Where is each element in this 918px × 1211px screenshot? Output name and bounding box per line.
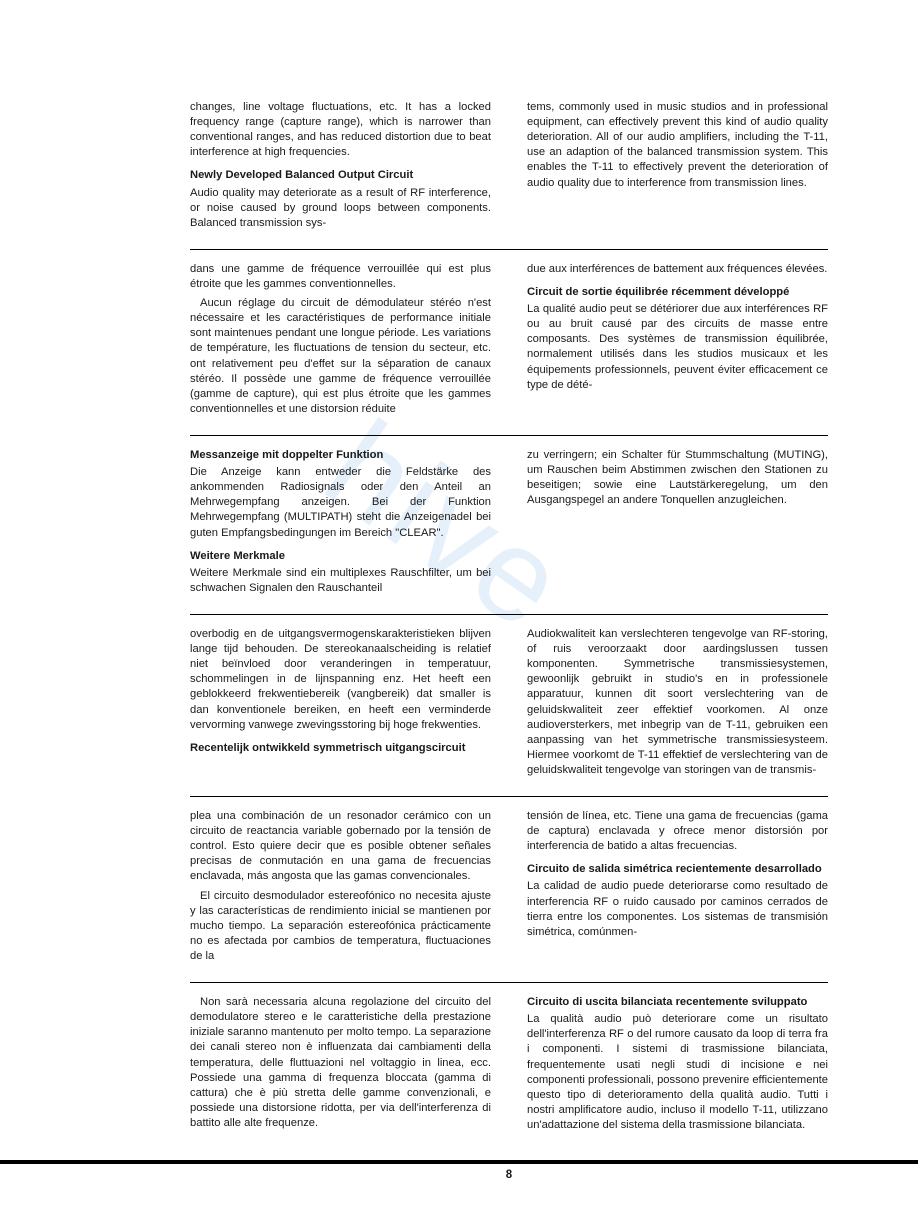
section-heading: Recentelijk ontwikkeld symmetrisch uitga…: [190, 741, 491, 756]
body-text: Non sarà necessaria alcuna regolazione d…: [190, 995, 491, 1131]
section-dutch: overbodig en de uitgangsvermogenskarakte…: [190, 615, 828, 797]
column-right: zu verringern; ein Schalter für Stummsch…: [527, 448, 828, 600]
column-left: Non sarà necessaria alcuna regolazione d…: [190, 995, 491, 1137]
body-text: La qualité audio peut se détériorer due …: [527, 302, 828, 393]
column-right: Audiokwaliteit kan verslechteren tengevo…: [527, 627, 828, 782]
body-text: Aucun réglage du circuit de démodulateur…: [190, 296, 491, 417]
column-left: overbodig en de uitgangsvermogenskarakte…: [190, 627, 491, 782]
body-text: La qualità audio può deteriorare come un…: [527, 1012, 828, 1133]
section-heading: Circuito de salida simétrica recientemen…: [527, 862, 828, 877]
column-right: tensión de línea, etc. Tiene una gama de…: [527, 809, 828, 968]
body-text: changes, line voltage fluctuations, etc.…: [190, 100, 491, 160]
body-text: Die Anzeige kann entweder die Feldstärke…: [190, 465, 491, 541]
column-left: plea una combinación de un resonador cer…: [190, 809, 491, 968]
section-italian: Non sarà necessaria alcuna regolazione d…: [190, 983, 828, 1151]
body-text: Audiokwaliteit kan verslechteren tengevo…: [527, 627, 828, 778]
body-text: overbodig en de uitgangsvermogenskarakte…: [190, 627, 491, 733]
section-heading: Circuito di uscita bilanciata recentemen…: [527, 995, 828, 1010]
body-text: La calidad de audio puede deteriorarse c…: [527, 879, 828, 939]
section-french: dans une gamme de fréquence verrouillée …: [190, 250, 828, 436]
section-heading: Newly Developed Balanced Output Circuit: [190, 168, 491, 183]
column-right: tems, commonly used in music studios and…: [527, 100, 828, 235]
column-left: dans une gamme de fréquence verrouillée …: [190, 262, 491, 421]
footer-rule: [0, 1160, 918, 1164]
column-left: Messanzeige mit doppelter Funktion Die A…: [190, 448, 491, 600]
column-right: Circuito di uscita bilanciata recentemen…: [527, 995, 828, 1137]
section-german: Messanzeige mit doppelter Funktion Die A…: [190, 436, 828, 615]
body-text: plea una combinación de un resonador cer…: [190, 809, 491, 885]
body-text: dans une gamme de fréquence verrouillée …: [190, 262, 491, 292]
document-page: hive changes, line voltage fluctuations,…: [0, 0, 918, 1211]
page-number: 8: [190, 1169, 828, 1181]
column-left: changes, line voltage fluctuations, etc.…: [190, 100, 491, 235]
body-text: El circuito desmodulador estereofónico n…: [190, 889, 491, 965]
body-text: tensión de línea, etc. Tiene una gama de…: [527, 809, 828, 854]
body-text: Weitere Merkmale sind ein multiplexes Ra…: [190, 566, 491, 596]
body-text: zu verringern; ein Schalter für Stummsch…: [527, 448, 828, 508]
section-spanish: plea una combinación de un resonador cer…: [190, 797, 828, 983]
section-heading: Messanzeige mit doppelter Funktion: [190, 448, 491, 463]
body-text: tems, commonly used in music studios and…: [527, 100, 828, 191]
body-text: Audio quality may deteriorate as a resul…: [190, 186, 491, 231]
section-heading: Circuit de sortie équilibrée récemment d…: [527, 285, 828, 300]
body-text: due aux interférences de battement aux f…: [527, 262, 828, 277]
column-right: due aux interférences de battement aux f…: [527, 262, 828, 421]
section-english: changes, line voltage fluctuations, etc.…: [190, 88, 828, 250]
section-heading: Weitere Merkmale: [190, 549, 491, 564]
